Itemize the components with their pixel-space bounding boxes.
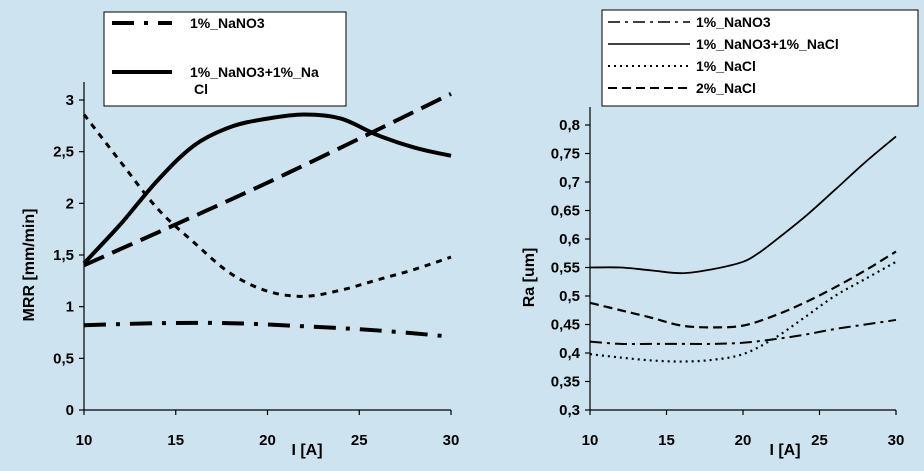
- y-tick-label: 0,8: [559, 117, 580, 134]
- legend-label: Cl: [194, 81, 208, 97]
- x-axis-title: I [A]: [769, 442, 800, 459]
- y-tick-label: 0,55: [551, 260, 580, 277]
- series-line-2-nacl: [589, 250, 897, 329]
- y-tick-label: 0,3: [559, 402, 580, 419]
- y-tick-label: 2,5: [53, 144, 74, 161]
- x-tick-label: 15: [658, 432, 675, 449]
- y-tick-label: 0,65: [551, 203, 580, 220]
- series-line-long-dash: [83, 92, 452, 268]
- y-tick-label: 0,5: [53, 350, 74, 367]
- legend-label: 1%_NaCl: [696, 58, 756, 74]
- y-tick-label: 0,4: [559, 345, 581, 362]
- ra-chart: 0,3 0,35 0,4 0,45 0,5 0,55 0,6 0,65 0,7 0,75 0,8 10…: [521, 9, 919, 459]
- legend-label: 1%_NaNO3+1%_NaCl: [696, 36, 839, 52]
- y-tick-label: 3: [66, 92, 74, 109]
- y-axis-title: Ra [um]: [521, 248, 538, 308]
- y-tick-label: 0,6: [559, 231, 580, 248]
- series-line-1-nano3-1-nacl: [589, 135, 897, 275]
- x-axis-title: I [A]: [291, 442, 322, 459]
- x-tick-label: 30: [888, 432, 905, 449]
- y-tick-label: 2: [66, 195, 74, 212]
- x-tick-label: 10: [582, 432, 599, 449]
- y-tick-label: 1,5: [53, 247, 74, 264]
- series-line-1-nacl: [589, 260, 897, 363]
- series-line-1-nano3: [83, 320, 452, 339]
- x-tick-label: 30: [443, 432, 460, 449]
- y-tick-label: 1: [66, 299, 74, 316]
- legend-label: 1%_NaNO3+1%_Na: [190, 64, 319, 80]
- y-tick-label: 0: [66, 402, 74, 419]
- x-tick-label: 25: [351, 432, 368, 449]
- legend-label: 1%_NaNO3: [696, 14, 771, 30]
- legend: 1%_NaNO3 1%_NaNO3+1%_NaCl: [103, 11, 347, 107]
- y-tick-label: 0,45: [551, 317, 580, 334]
- series-line-1-nano3: [589, 318, 897, 346]
- x-tick-label: 20: [735, 432, 752, 449]
- legend: 1%_NaNO3 1%_NaNO3+1%_NaCl 1%_NaCl 2%_NaCl: [601, 9, 919, 107]
- y-tick-label: 0,75: [551, 146, 580, 163]
- legend-box: [601, 9, 919, 107]
- legend-label: 2%_NaCl: [696, 80, 756, 96]
- legend-label: 1%_NaNO3: [190, 15, 265, 31]
- y-tick-label: 0,35: [551, 374, 580, 391]
- x-tick-label: 10: [76, 432, 93, 449]
- x-tick-label: 15: [167, 432, 184, 449]
- y-tick-label: 0,7: [559, 174, 580, 191]
- series-line-1-nano3-1-na-cl: [82, 112, 452, 265]
- y-tick-label: 0,5: [559, 288, 580, 305]
- x-tick-label: 20: [259, 432, 276, 449]
- legend-box: [103, 11, 347, 107]
- mrr-chart: 0 0,5 1 1,5 2 2,5 3 10 15 20 25 30 I [A] MRR [mm/min]…: [21, 11, 460, 459]
- y-axis-title: MRR [mm/min]: [21, 209, 38, 322]
- x-tick-label: 25: [811, 432, 828, 449]
